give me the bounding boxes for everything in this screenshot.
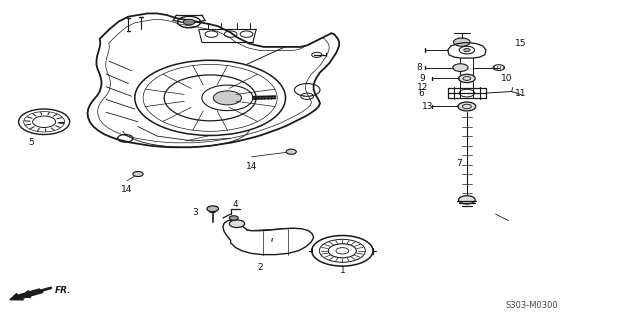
Circle shape xyxy=(458,102,476,111)
Circle shape xyxy=(454,38,470,46)
Text: 5: 5 xyxy=(28,138,34,147)
Text: 2: 2 xyxy=(257,263,263,272)
Text: FR.: FR. xyxy=(55,286,72,295)
Text: 1: 1 xyxy=(339,266,345,276)
Circle shape xyxy=(133,172,143,177)
Circle shape xyxy=(229,220,244,228)
Text: 4: 4 xyxy=(233,200,239,209)
Circle shape xyxy=(459,196,475,204)
Circle shape xyxy=(207,206,218,212)
Circle shape xyxy=(229,216,238,220)
FancyArrow shape xyxy=(10,289,43,300)
Text: S303-M0300: S303-M0300 xyxy=(505,301,558,310)
Circle shape xyxy=(464,49,470,52)
Text: 6: 6 xyxy=(418,89,424,98)
Text: 13: 13 xyxy=(422,102,433,111)
Circle shape xyxy=(459,74,475,83)
Text: 12: 12 xyxy=(417,84,428,92)
Text: 11: 11 xyxy=(515,89,527,98)
Circle shape xyxy=(286,149,296,154)
Text: 14: 14 xyxy=(246,162,257,171)
Circle shape xyxy=(213,91,241,105)
Text: 8: 8 xyxy=(416,63,422,72)
Text: 10: 10 xyxy=(500,74,512,83)
Text: 15: 15 xyxy=(515,39,527,48)
Text: II: II xyxy=(271,238,274,243)
Text: 14: 14 xyxy=(122,185,133,194)
Circle shape xyxy=(453,64,468,71)
Text: 3: 3 xyxy=(193,208,198,217)
Circle shape xyxy=(183,19,195,25)
Text: 7: 7 xyxy=(456,159,462,168)
Text: 9: 9 xyxy=(419,74,425,83)
